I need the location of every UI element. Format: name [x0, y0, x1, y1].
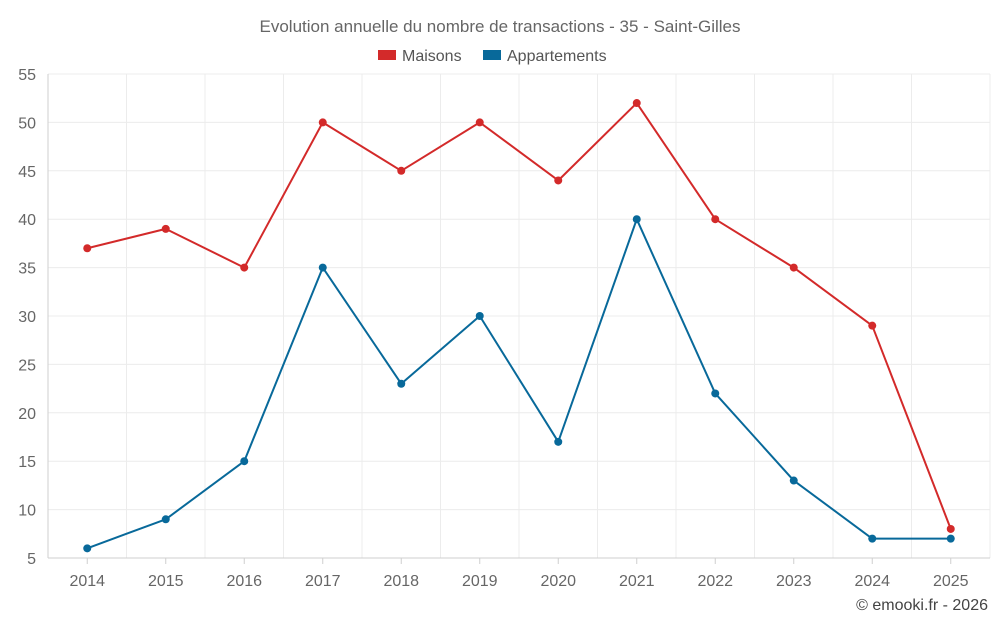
data-point-maisons[interactable] [711, 215, 720, 224]
data-point-maisons[interactable] [318, 118, 327, 127]
y-tick-label: 50 [18, 115, 36, 132]
x-tick-label: 2020 [540, 573, 576, 590]
data-point-appartements[interactable] [83, 544, 92, 553]
legend-label-maisons: Maisons [402, 48, 462, 65]
data-point-appartements[interactable] [554, 437, 563, 446]
legend-swatch-appartements [483, 50, 501, 60]
legend-label-appartements: Appartements [507, 48, 607, 65]
data-point-maisons[interactable] [161, 224, 170, 233]
data-point-appartements[interactable] [161, 515, 170, 524]
y-tick-label: 30 [18, 309, 36, 326]
x-tick-label: 2023 [776, 573, 812, 590]
data-point-maisons[interactable] [554, 176, 563, 185]
series [83, 99, 955, 553]
data-point-appartements[interactable] [240, 457, 249, 466]
data-point-maisons[interactable] [632, 99, 641, 108]
y-tick-label: 25 [18, 357, 36, 374]
data-point-maisons[interactable] [397, 166, 406, 175]
y-tick-label: 10 [18, 503, 36, 520]
y-tick-label: 45 [18, 164, 36, 181]
legend-item-maisons[interactable]: Maisons [378, 48, 462, 65]
data-point-appartements[interactable] [318, 263, 327, 272]
data-point-maisons[interactable] [868, 321, 877, 330]
legend-swatch-maisons [378, 50, 396, 60]
y-tick-label: 5 [27, 551, 36, 568]
y-tick-label: 20 [18, 406, 36, 423]
data-point-maisons[interactable] [789, 263, 798, 272]
grid [47, 73, 991, 559]
x-tick-label: 2024 [854, 573, 890, 590]
y-tick-label: 40 [18, 212, 36, 229]
x-tick-label: 2022 [697, 573, 733, 590]
data-point-appartements[interactable] [397, 379, 406, 388]
data-point-maisons[interactable] [83, 244, 92, 253]
y-tick-label: 15 [18, 454, 36, 471]
x-tick-label: 2019 [462, 573, 498, 590]
series-line-appartements [86, 218, 951, 550]
x-tick-label: 2025 [933, 573, 969, 590]
chart-title: Evolution annuelle du nombre de transact… [260, 17, 741, 36]
y-tick-label: 35 [18, 261, 36, 278]
data-point-appartements[interactable] [632, 215, 641, 224]
y-tick-label: 55 [18, 67, 36, 84]
data-point-appartements[interactable] [789, 476, 798, 485]
legend-item-appartements[interactable]: Appartements [483, 48, 607, 65]
data-point-appartements[interactable] [475, 312, 484, 320]
x-tick-label: 2015 [148, 573, 184, 590]
x-tick-label: 2018 [383, 573, 419, 590]
series-line-maisons [87, 102, 952, 530]
x-tick-label: 2017 [305, 573, 341, 590]
data-point-appartements[interactable] [711, 389, 720, 398]
x-tick-label: 2014 [69, 573, 105, 590]
data-point-appartements[interactable] [868, 534, 877, 543]
data-point-appartements[interactable] [946, 534, 955, 543]
x-tick-label: 2021 [619, 573, 655, 590]
x-tick-label: 2016 [226, 573, 262, 590]
data-point-maisons[interactable] [946, 524, 955, 533]
data-point-maisons[interactable] [475, 118, 484, 127]
credit-text: © emooki.fr - 2026 [856, 597, 988, 614]
data-point-maisons[interactable] [240, 263, 249, 272]
legend: Maisons Appartements [378, 48, 607, 65]
